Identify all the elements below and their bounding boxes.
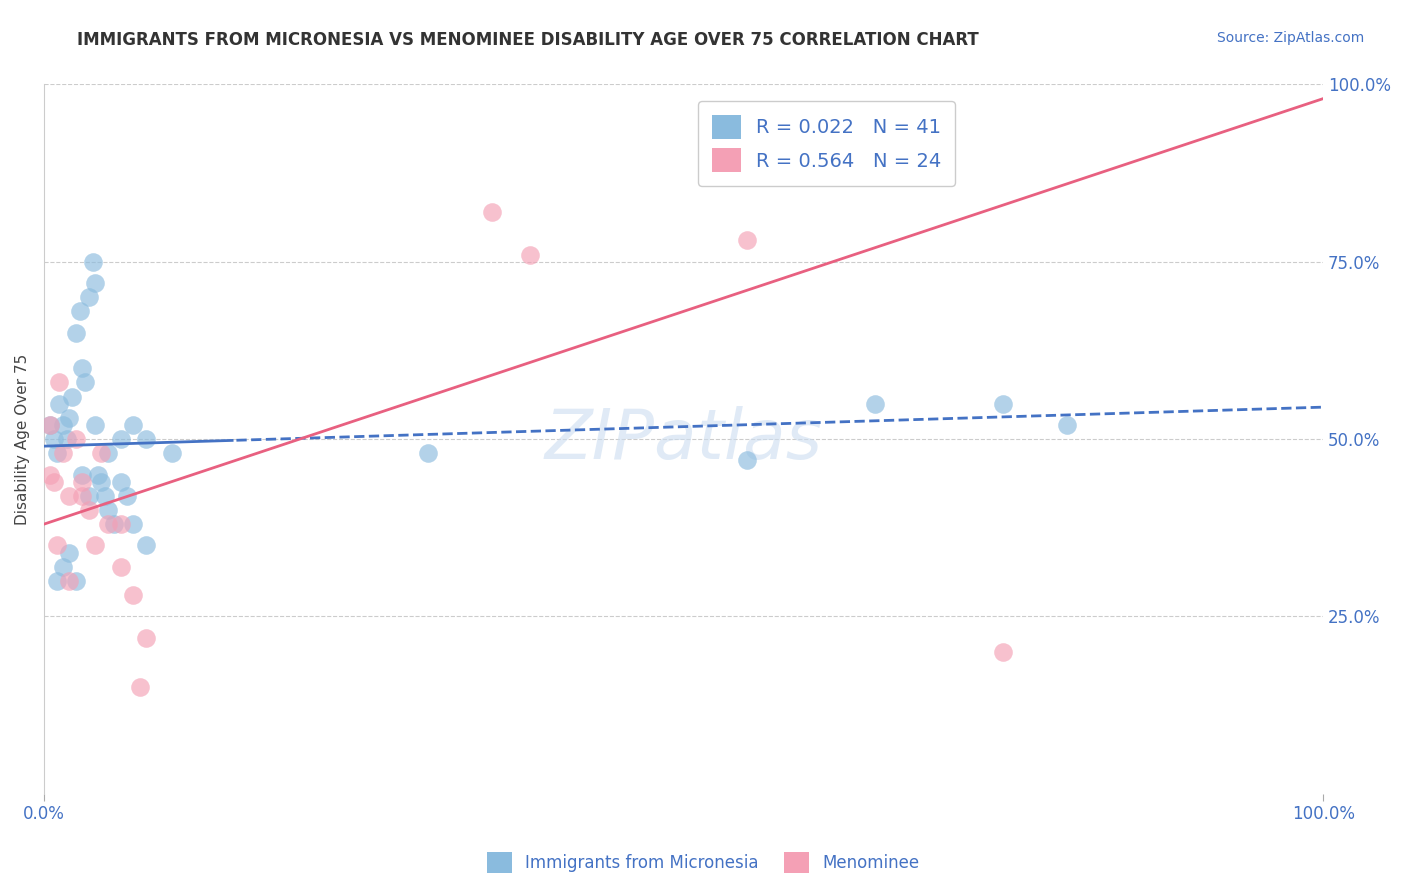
Point: [110, 559, 132, 574]
Point: [97, 517, 120, 532]
Point: [84, 276, 107, 290]
Point: [993, 645, 1015, 659]
Point: [160, 446, 183, 460]
Point: [94, 489, 117, 503]
Point: [58, 574, 80, 588]
Point: [481, 205, 503, 219]
Point: [58, 545, 80, 559]
Point: [97, 503, 120, 517]
Point: [103, 517, 125, 532]
Point: [72, 475, 94, 489]
Point: [77, 290, 100, 304]
Point: [115, 489, 138, 503]
Point: [42, 475, 65, 489]
Point: [58, 489, 80, 503]
Point: [73, 376, 96, 390]
Point: [110, 475, 132, 489]
Point: [122, 517, 145, 532]
Point: [122, 588, 145, 602]
Point: [84, 538, 107, 552]
Text: ZIPatlas: ZIPatlas: [544, 406, 823, 473]
Point: [737, 234, 759, 248]
Point: [45, 538, 67, 552]
Point: [865, 396, 887, 410]
Point: [69, 304, 91, 318]
Legend: Immigrants from Micronesia, Menominee: Immigrants from Micronesia, Menominee: [481, 846, 925, 880]
Point: [135, 631, 157, 645]
Point: [42, 432, 65, 446]
Point: [45, 574, 67, 588]
Point: [52, 446, 75, 460]
Point: [1056, 417, 1078, 432]
Point: [48, 376, 70, 390]
Point: [122, 417, 145, 432]
Point: [72, 467, 94, 482]
Point: [60, 390, 83, 404]
Point: [77, 489, 100, 503]
Point: [110, 517, 132, 532]
Point: [52, 559, 75, 574]
Point: [39, 417, 62, 432]
Point: [90, 446, 112, 460]
Point: [45, 446, 67, 460]
Point: [72, 489, 94, 503]
Point: [52, 417, 75, 432]
Point: [39, 417, 62, 432]
Point: [65, 326, 87, 340]
Point: [39, 467, 62, 482]
Point: [110, 432, 132, 446]
Point: [82, 254, 104, 268]
Text: Source: ZipAtlas.com: Source: ZipAtlas.com: [1216, 31, 1364, 45]
Point: [135, 538, 157, 552]
Point: [48, 396, 70, 410]
Point: [90, 475, 112, 489]
Legend: R = 0.022   N = 41, R = 0.564   N = 24: R = 0.022 N = 41, R = 0.564 N = 24: [697, 102, 955, 186]
Point: [65, 574, 87, 588]
Point: [72, 361, 94, 376]
Point: [519, 247, 541, 261]
Point: [58, 410, 80, 425]
Point: [65, 432, 87, 446]
Point: [135, 432, 157, 446]
Point: [737, 453, 759, 467]
Point: [86, 467, 108, 482]
Point: [416, 446, 439, 460]
Point: [84, 417, 107, 432]
Point: [97, 446, 120, 460]
Y-axis label: Disability Age Over 75: Disability Age Over 75: [15, 353, 30, 524]
Text: IMMIGRANTS FROM MICRONESIA VS MENOMINEE DISABILITY AGE OVER 75 CORRELATION CHART: IMMIGRANTS FROM MICRONESIA VS MENOMINEE …: [77, 31, 979, 49]
Point: [128, 681, 150, 695]
Point: [993, 396, 1015, 410]
Point: [56, 432, 79, 446]
Point: [77, 503, 100, 517]
